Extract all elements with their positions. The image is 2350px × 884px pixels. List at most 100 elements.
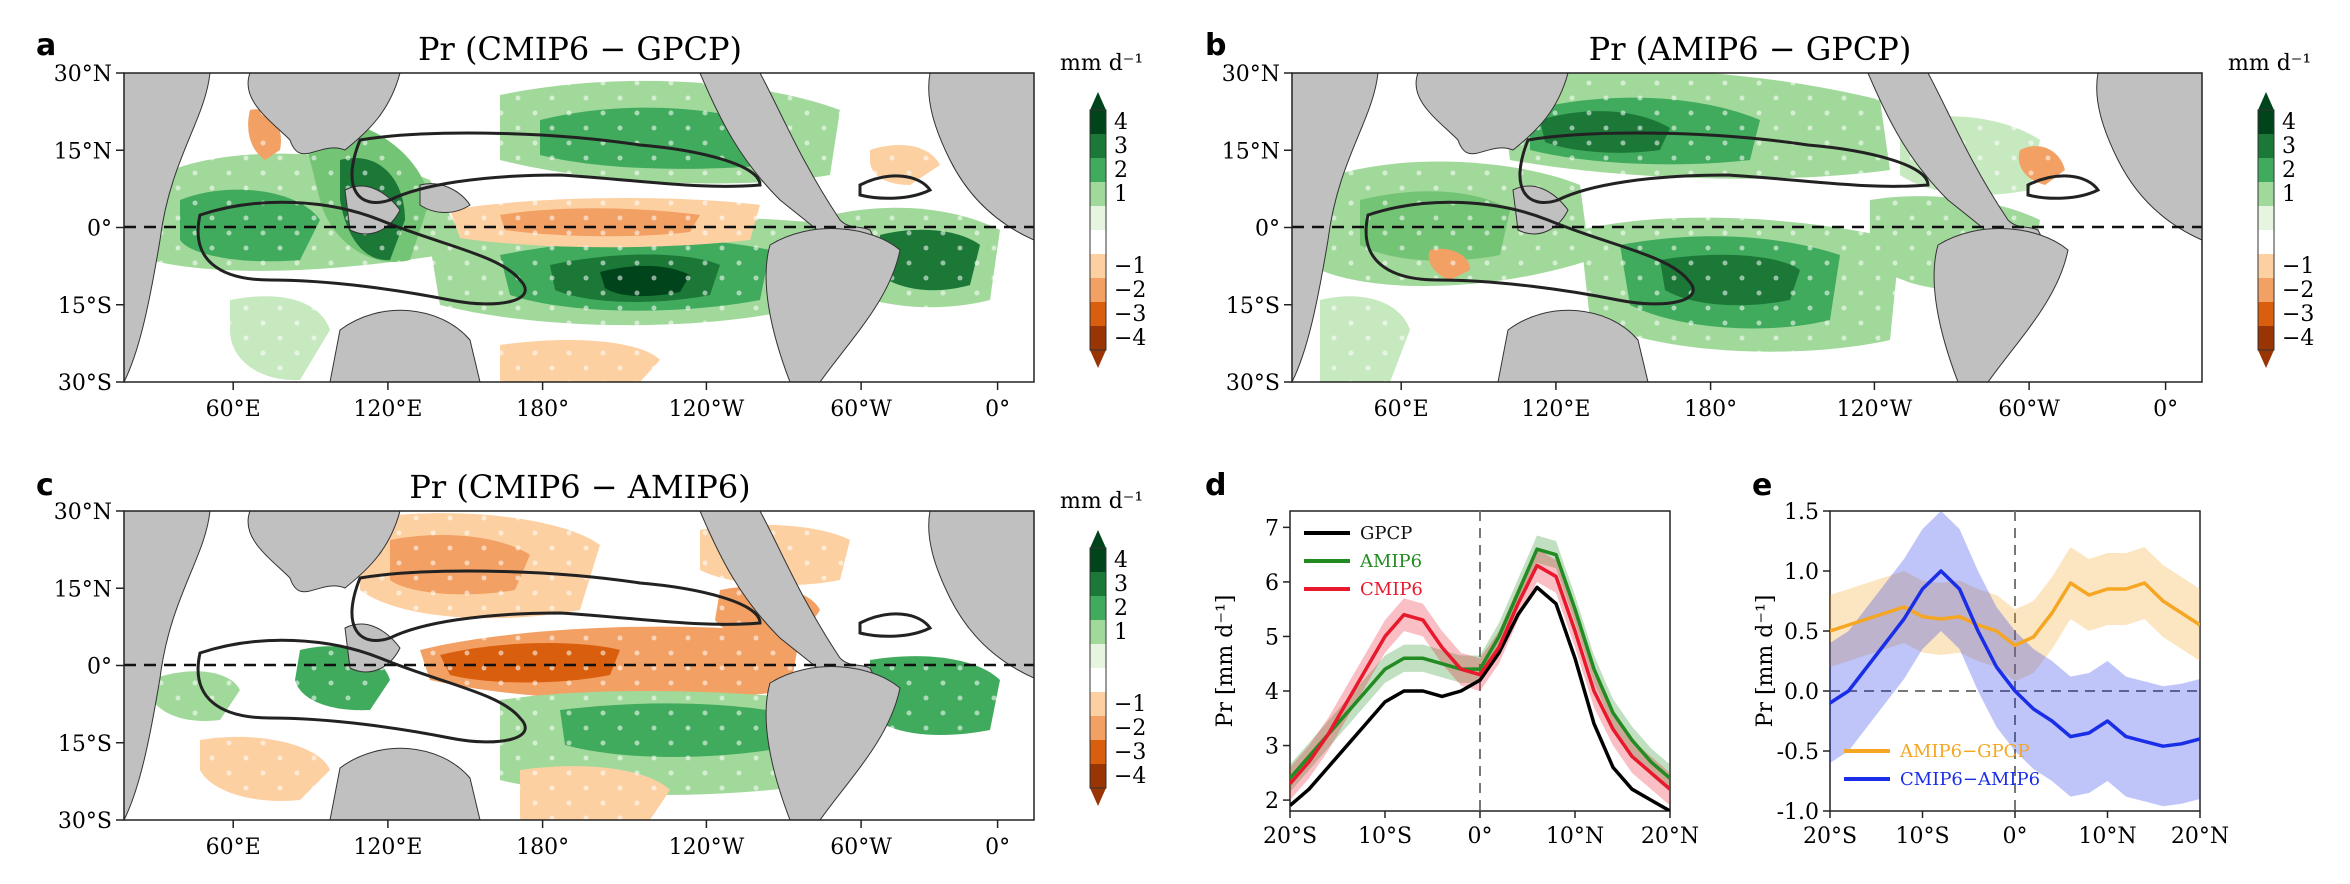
colorbar-segment	[1090, 302, 1106, 326]
y-tick-label: 5	[1265, 625, 1279, 650]
lat-tick-label: 0°	[87, 655, 112, 680]
colorbar-tick-label: −2	[1114, 716, 1146, 741]
colorbar-unit: mm d⁻¹	[2228, 51, 2311, 76]
colorbar-tick-label: 4	[1114, 548, 1128, 573]
colorbar-segment	[1090, 110, 1106, 134]
series-line	[1290, 547, 1670, 780]
lat-tick-label: 0°	[87, 217, 112, 242]
colorbar-top-arrow	[1090, 530, 1106, 548]
colorbar-tick-label: 2	[1114, 158, 1128, 183]
lat-tick-label: 15°N	[54, 577, 112, 602]
panel-c-map	[124, 511, 1034, 820]
x-tick-label: 10°S	[1358, 824, 1412, 849]
panel-b: b Pr (AMIP6 − GPCP)	[1205, 28, 2203, 383]
lon-tick-label: 180°	[516, 835, 569, 860]
colorbar-segment	[2258, 254, 2274, 278]
lon-tick-label: 120°W	[669, 397, 745, 422]
lon-tick-label: 120°E	[353, 397, 422, 422]
lat-tick-label: 30°S	[58, 809, 112, 834]
colorbar-tick-label: 3	[1114, 134, 1128, 159]
series-band	[1830, 511, 2200, 807]
panel-a: a Pr (CMIP6 − GPCP)	[36, 28, 1035, 383]
colorbar-frame	[2257, 109, 2275, 351]
panel-b-letter: b	[1205, 28, 1226, 63]
colorbar-segment	[1090, 206, 1106, 230]
colorbar-segment	[1090, 716, 1106, 740]
colorbar-segment	[1090, 158, 1106, 182]
lat-tick-label: 15°S	[58, 294, 112, 319]
series-line	[1830, 569, 2200, 748]
colorbar-tick-label: 3	[2282, 134, 2296, 159]
series-band	[1290, 535, 1670, 792]
y-tick-label: 3	[1265, 735, 1279, 760]
lon-tick-label: 120°E	[1521, 397, 1590, 422]
series-line	[1290, 585, 1670, 811]
colorbar-top-arrow	[2258, 92, 2274, 110]
panel-d-letter: d	[1205, 468, 1226, 503]
panel-b-map	[1292, 73, 2202, 382]
lon-tick-label: 0°	[985, 835, 1010, 860]
colorbar-segment	[1090, 620, 1106, 644]
lat-tick-label: 0°	[1255, 217, 1280, 242]
lon-tick-label: 0°	[985, 397, 1010, 422]
colorbar-tick-label: −2	[1114, 278, 1146, 303]
series-band	[1830, 547, 2200, 682]
colorbar-tick-label: −4	[2282, 326, 2314, 351]
colorbar-tick-label: −1	[1114, 254, 1146, 279]
lon-tick-label: 180°	[1684, 397, 1737, 422]
y-tick-label: 2	[1265, 789, 1279, 814]
colorbar-tick-label: 1	[1114, 182, 1128, 207]
lon-tick-label: 60°W	[830, 835, 892, 860]
lon-tick-label: 60°E	[206, 397, 261, 422]
colorbar-bottom-arrow	[1090, 350, 1106, 368]
colorbar-segment	[2258, 110, 2274, 134]
colorbar-tick-label: −1	[1114, 692, 1146, 717]
y-tick-label: 0.0	[1784, 680, 1819, 705]
y-axis-label: Pr [mm d⁻¹]	[1213, 595, 1238, 728]
legend-label: CMIP6	[1360, 579, 1423, 600]
x-tick-label: 0°	[2003, 824, 2028, 849]
panel-d: d 2 3 4 5 6 7 20°S 10°S 0° 10°N 20°N Pr [mm d⁻¹] GPC…	[1205, 468, 1699, 849]
legend-label: GPCP	[1360, 523, 1412, 544]
x-tick-label: 10°N	[1546, 824, 1604, 849]
colorbar-bottom-arrow	[1090, 788, 1106, 806]
x-tick-label: 20°N	[1641, 824, 1699, 849]
colorbar-tick-label: 3	[1114, 572, 1128, 597]
lat-tick-label: 30°N	[1222, 62, 1280, 87]
x-tick-label: 10°N	[2078, 824, 2136, 849]
series-line	[1830, 581, 2200, 648]
plot-frame	[1829, 510, 2201, 812]
colorbar-bottom-arrow	[2258, 350, 2274, 368]
colorbar-segment	[2258, 302, 2274, 326]
panel-a-letter: a	[36, 28, 56, 63]
colorbar-segment	[1090, 278, 1106, 302]
colorbar-segment	[1090, 230, 1106, 254]
colorbar-segment	[1090, 548, 1106, 572]
x-tick-label: 10°S	[1895, 824, 1949, 849]
colorbar-unit: mm d⁻¹	[1060, 489, 1143, 514]
series-line	[1290, 563, 1670, 791]
y-axis-label: Pr [mm d⁻¹]	[1753, 595, 1778, 728]
colorbar-top-arrow	[1090, 92, 1106, 110]
lon-tick-label: 60°W	[1998, 397, 2060, 422]
lat-tick-label: 30°N	[54, 62, 112, 87]
colorbar-tick-label: 1	[2282, 182, 2296, 207]
colorbar-tick-label: 2	[2282, 158, 2296, 183]
colorbar-segment	[1090, 764, 1106, 788]
x-tick-label: 20°S	[1803, 824, 1857, 849]
panel-e: e -1.0 -0.5 0.0 0.5 1.0 1.5 20°S 10°S 0° 10°N 20°N…	[1752, 468, 2229, 849]
colorbar-segment	[1090, 134, 1106, 158]
x-tick-label: 20°N	[2171, 824, 2229, 849]
lon-tick-label: 60°W	[830, 397, 892, 422]
lat-tick-label: 15°S	[1226, 294, 1280, 319]
colorbar-segment	[1090, 644, 1106, 668]
colorbar-frame	[1089, 109, 1107, 351]
lon-tick-label: 60°E	[1374, 397, 1429, 422]
y-tick-label: 4	[1265, 680, 1279, 705]
colorbar-tick-label: −4	[1114, 326, 1146, 351]
colorbar-segment	[2258, 134, 2274, 158]
colorbar-segment	[1090, 668, 1106, 692]
panel-c: c Pr (CMIP6 − AMIP6)	[36, 468, 1035, 821]
lat-tick-label: 30°S	[58, 371, 112, 396]
colorbar-segment	[2258, 158, 2274, 182]
